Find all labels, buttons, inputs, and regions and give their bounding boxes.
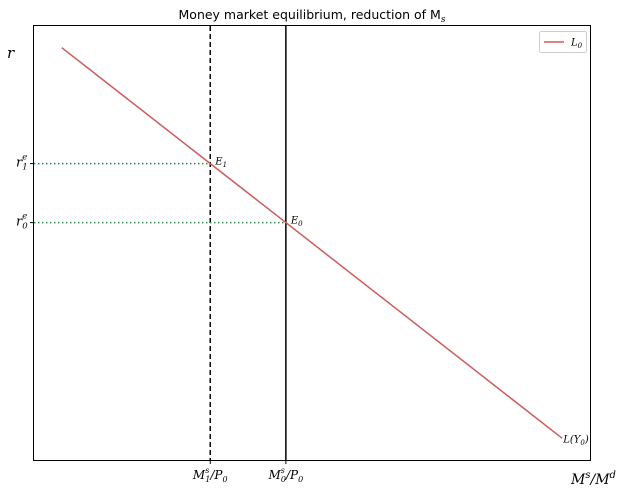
plot-frame	[33, 25, 591, 461]
y-tick-label-0: re 1	[16, 153, 28, 173]
y-tick-labels: re 1 re 0	[16, 153, 34, 232]
guide-lines	[34, 26, 287, 460]
y-axis-label: r	[7, 44, 15, 62]
x-tick-label-1: Ms 0/P0	[268, 466, 304, 484]
curve-end-label: L(Y0)	[562, 434, 589, 447]
equilibrium-label-0: E1	[214, 157, 227, 170]
equilibrium-label-1: E0	[290, 216, 303, 229]
x-tick-labels: Ms 1/P0 Ms 0/P0	[192, 460, 303, 484]
series-layer: L(Y0)	[61, 47, 589, 447]
legend-label-l0: L0	[570, 38, 583, 51]
equilibrium-labels: E1 E0	[214, 157, 303, 229]
y-tick-label-1: re 0	[16, 212, 28, 232]
x-axis-label: Ms/Md	[570, 470, 616, 488]
x-tick-label-0: Ms 1/P0	[192, 466, 228, 484]
chart-title: Money market equilibrium, reduction of M…	[179, 7, 446, 25]
legend: L0	[539, 31, 587, 53]
demand-curve-L0	[61, 47, 563, 439]
